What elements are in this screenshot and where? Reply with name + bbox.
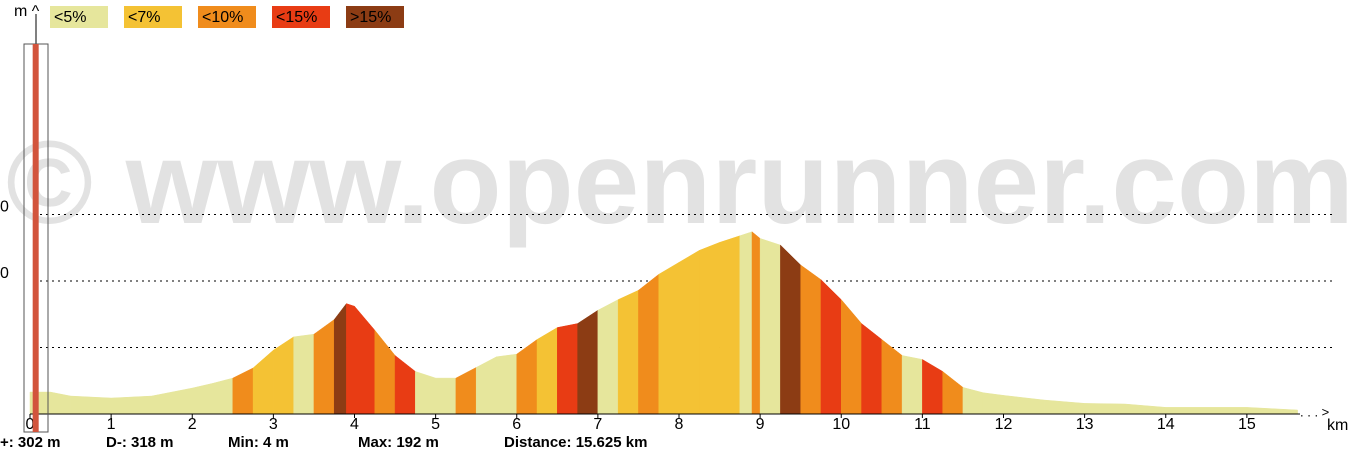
legend-label: <5% (54, 9, 86, 26)
x-tick-label: 5 (431, 416, 440, 433)
x-tick-label: 11 (914, 416, 931, 433)
profile-segment (110, 395, 152, 415)
x-tick-label: 4 (350, 416, 359, 433)
x-tick-label: 1 (107, 416, 116, 433)
profile-segment (699, 242, 720, 415)
legend-swatch (50, 6, 108, 28)
legend-swatch (272, 6, 330, 28)
profile-segment (151, 387, 193, 415)
profile-segment (346, 303, 355, 415)
profile-segment (962, 387, 984, 415)
profile-segment (374, 329, 396, 415)
x-axis-arrow: . . . > (1300, 404, 1329, 419)
profile-segment (394, 354, 416, 415)
profile-segment (1246, 407, 1298, 415)
watermark: © www.openrunner.com (6, 117, 1354, 249)
profile-segment (1084, 403, 1126, 415)
profile-segment (922, 359, 943, 415)
profile-segment (455, 367, 477, 415)
profile-segment (861, 323, 883, 415)
x-tick-label: 13 (1076, 416, 1094, 433)
profile-segment (800, 264, 822, 415)
profile-segment (759, 238, 781, 415)
x-tick-label: 14 (1157, 416, 1175, 433)
x-tick-label: 2 (188, 416, 197, 433)
x-tick-label: 6 (512, 416, 521, 433)
stat: +: 302 m (0, 434, 60, 451)
profile-segment (516, 339, 538, 415)
profile-segment (557, 323, 578, 415)
profile-segment (496, 353, 517, 415)
profile-segment (313, 319, 335, 415)
legend-label: <10% (202, 9, 243, 26)
stat: D-: 318 m (106, 434, 174, 451)
profile-segment (70, 395, 112, 415)
profile-segment (50, 391, 71, 415)
legend-label: <7% (128, 9, 160, 26)
profile-segment (577, 309, 599, 415)
profile-segment (333, 302, 347, 415)
x-tick-label: 7 (593, 416, 602, 433)
y-tick-label: 0 (0, 265, 9, 282)
profile-segment (719, 235, 741, 415)
legend-swatch (346, 6, 404, 28)
x-tick-label: 15 (1238, 416, 1256, 433)
x-tick-label: 10 (832, 416, 850, 433)
profile-segment (597, 299, 619, 415)
x-tick-label: 9 (756, 416, 765, 433)
y-axis-label: m ^ (14, 3, 40, 20)
profile-segment (739, 231, 753, 415)
legend-label: >15% (350, 9, 391, 26)
stat: Max: 192 m (358, 434, 439, 451)
profile-segment (820, 279, 842, 415)
profile-segment (678, 249, 700, 415)
y-tick-label: 0 (0, 199, 9, 216)
x-tick-label: 12 (995, 416, 1013, 433)
legend: <5% <7% <10% <15% >15% (50, 6, 404, 28)
profile-segment (232, 367, 254, 415)
profile-segment (192, 383, 213, 415)
legend-swatch (124, 6, 182, 28)
x-axis-label: km (1327, 417, 1348, 434)
profile-segment (780, 244, 801, 415)
profile-segment (901, 355, 923, 415)
profile-segment (1124, 403, 1166, 415)
legend-label: <15% (276, 9, 317, 26)
profile-segment (751, 231, 761, 415)
profile-segment (942, 370, 964, 415)
profile-segment (1003, 395, 1045, 415)
profile-segment (1206, 407, 1248, 415)
x-tick-label: 0 (26, 416, 35, 433)
profile-segment (617, 289, 639, 415)
legend-swatch (198, 6, 256, 28)
profile-segment (638, 273, 659, 415)
cursor-bar (32, 44, 39, 432)
x-tick-label: 3 (269, 416, 278, 433)
profile-segment (273, 336, 294, 415)
profile-segment (475, 356, 497, 415)
profile-segment (415, 371, 436, 415)
profile-segment (354, 305, 376, 415)
stat: Distance: 15.625 km (504, 434, 647, 451)
x-tick-label: 8 (675, 416, 684, 433)
profile-segment (252, 349, 274, 415)
profile-segment (1165, 407, 1207, 415)
profile-segment (658, 261, 680, 415)
profile-segment (841, 298, 862, 415)
profile-segment (982, 392, 1004, 415)
profile-segment (435, 377, 457, 415)
stat: Min: 4 m (228, 434, 289, 451)
profile-segment (1043, 399, 1085, 415)
profile-segment (881, 339, 903, 415)
profile-segment (212, 377, 234, 415)
profile-segment (293, 333, 315, 415)
profile-segment (536, 327, 558, 415)
